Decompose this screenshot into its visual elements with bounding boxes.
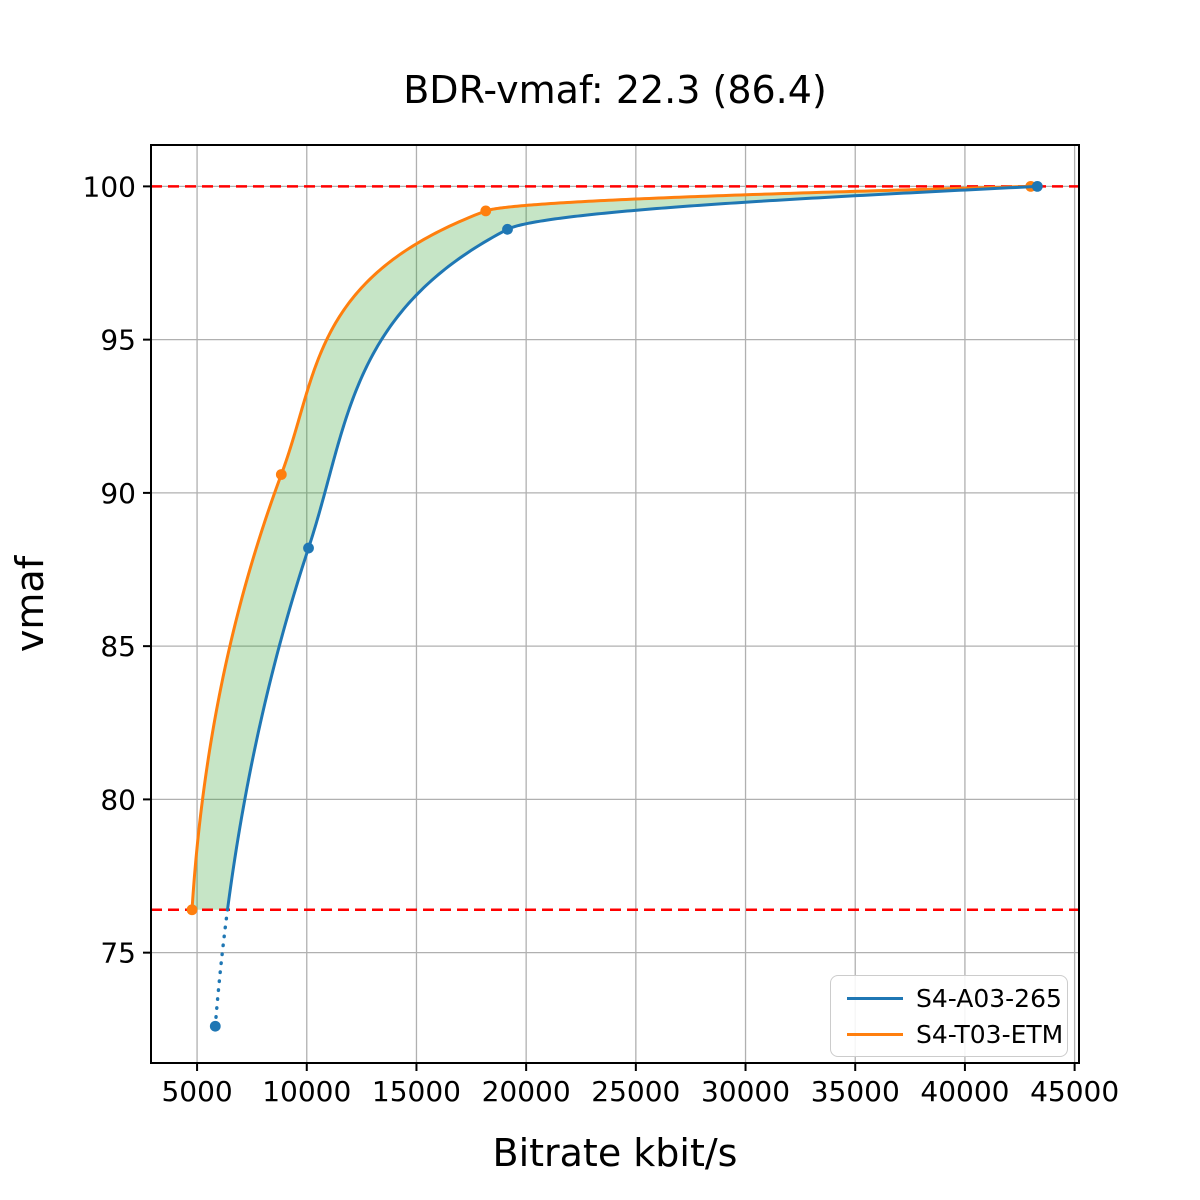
legend-item-S4-T03-ETM: S4-T03-ETM (831, 1017, 1067, 1051)
x-tick-label: 15000 (372, 1075, 461, 1108)
data-point-S4-T03-ETM (275, 469, 287, 480)
chart-title: BDR-vmaf: 22.3 (86.4) (403, 68, 827, 112)
legend-line-sample (847, 1032, 903, 1036)
shaded-bd-region (192, 186, 1038, 910)
x-tick-label: 20000 (482, 1075, 571, 1108)
legend-label: S4-A03-265 (916, 983, 1062, 1013)
y-axis-title: vmaf (8, 555, 52, 653)
ticks (143, 185, 1076, 1071)
y-tick-label: 85 (100, 630, 136, 663)
x-tick-label: 40000 (920, 1075, 1009, 1108)
data-point-S4-A03-265 (303, 542, 314, 554)
y-tick-label: 75 (100, 937, 136, 970)
series-curve-extrapolated-S4-A03-265 (213, 908, 230, 1028)
data-point-S4-A03-265 (502, 223, 513, 235)
grid (151, 145, 1079, 1063)
tick-labels: 5000 10000 15000 20000 25000 30000 35000 40000 4… (83, 170, 1120, 1108)
x-tick-label: 30000 (701, 1075, 790, 1108)
data-point-S4-T03-ETM (480, 205, 492, 217)
y-tick-label: 90 (100, 477, 136, 510)
legend: S4-A03-265 S4-T03-ETM (830, 975, 1068, 1057)
legend-label: S4-T03-ETM (916, 1019, 1064, 1049)
x-tick-label: 10000 (262, 1075, 351, 1108)
y-tick-label: 100 (83, 170, 136, 203)
series-curve-S4-A03-265 (226, 184, 1039, 912)
x-tick-label: 25000 (591, 1075, 680, 1108)
data-point-S4-A03-265 (209, 1020, 221, 1032)
x-tick-label: 35000 (811, 1075, 900, 1108)
x-tick-label: 45000 (1030, 1075, 1119, 1108)
y-tick-label: 80 (100, 783, 136, 816)
legend-item-S4-A03-265: S4-A03-265 (831, 981, 1067, 1015)
data-point-S4-T03-ETM (186, 904, 198, 916)
data-point-S4-A03-265 (1031, 180, 1043, 192)
x-axis-title: Bitrate kbit/s (492, 1131, 738, 1175)
y-tick-label: 95 (100, 324, 136, 357)
x-tick-label: 5000 (161, 1075, 232, 1108)
legend-line-sample (847, 996, 903, 1000)
series-curve-S4-T03-ETM (190, 184, 1033, 912)
axes-frame (150, 144, 1080, 1064)
